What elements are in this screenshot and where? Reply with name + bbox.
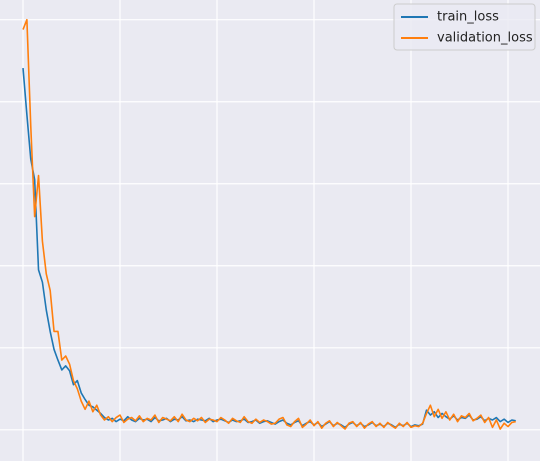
legend: train_loss validation_loss [393, 3, 536, 51]
line-series [22, 18, 516, 430]
legend-label: train_loss [437, 10, 499, 25]
legend-label: validation_loss [437, 31, 533, 46]
legend-box [393, 3, 536, 51]
